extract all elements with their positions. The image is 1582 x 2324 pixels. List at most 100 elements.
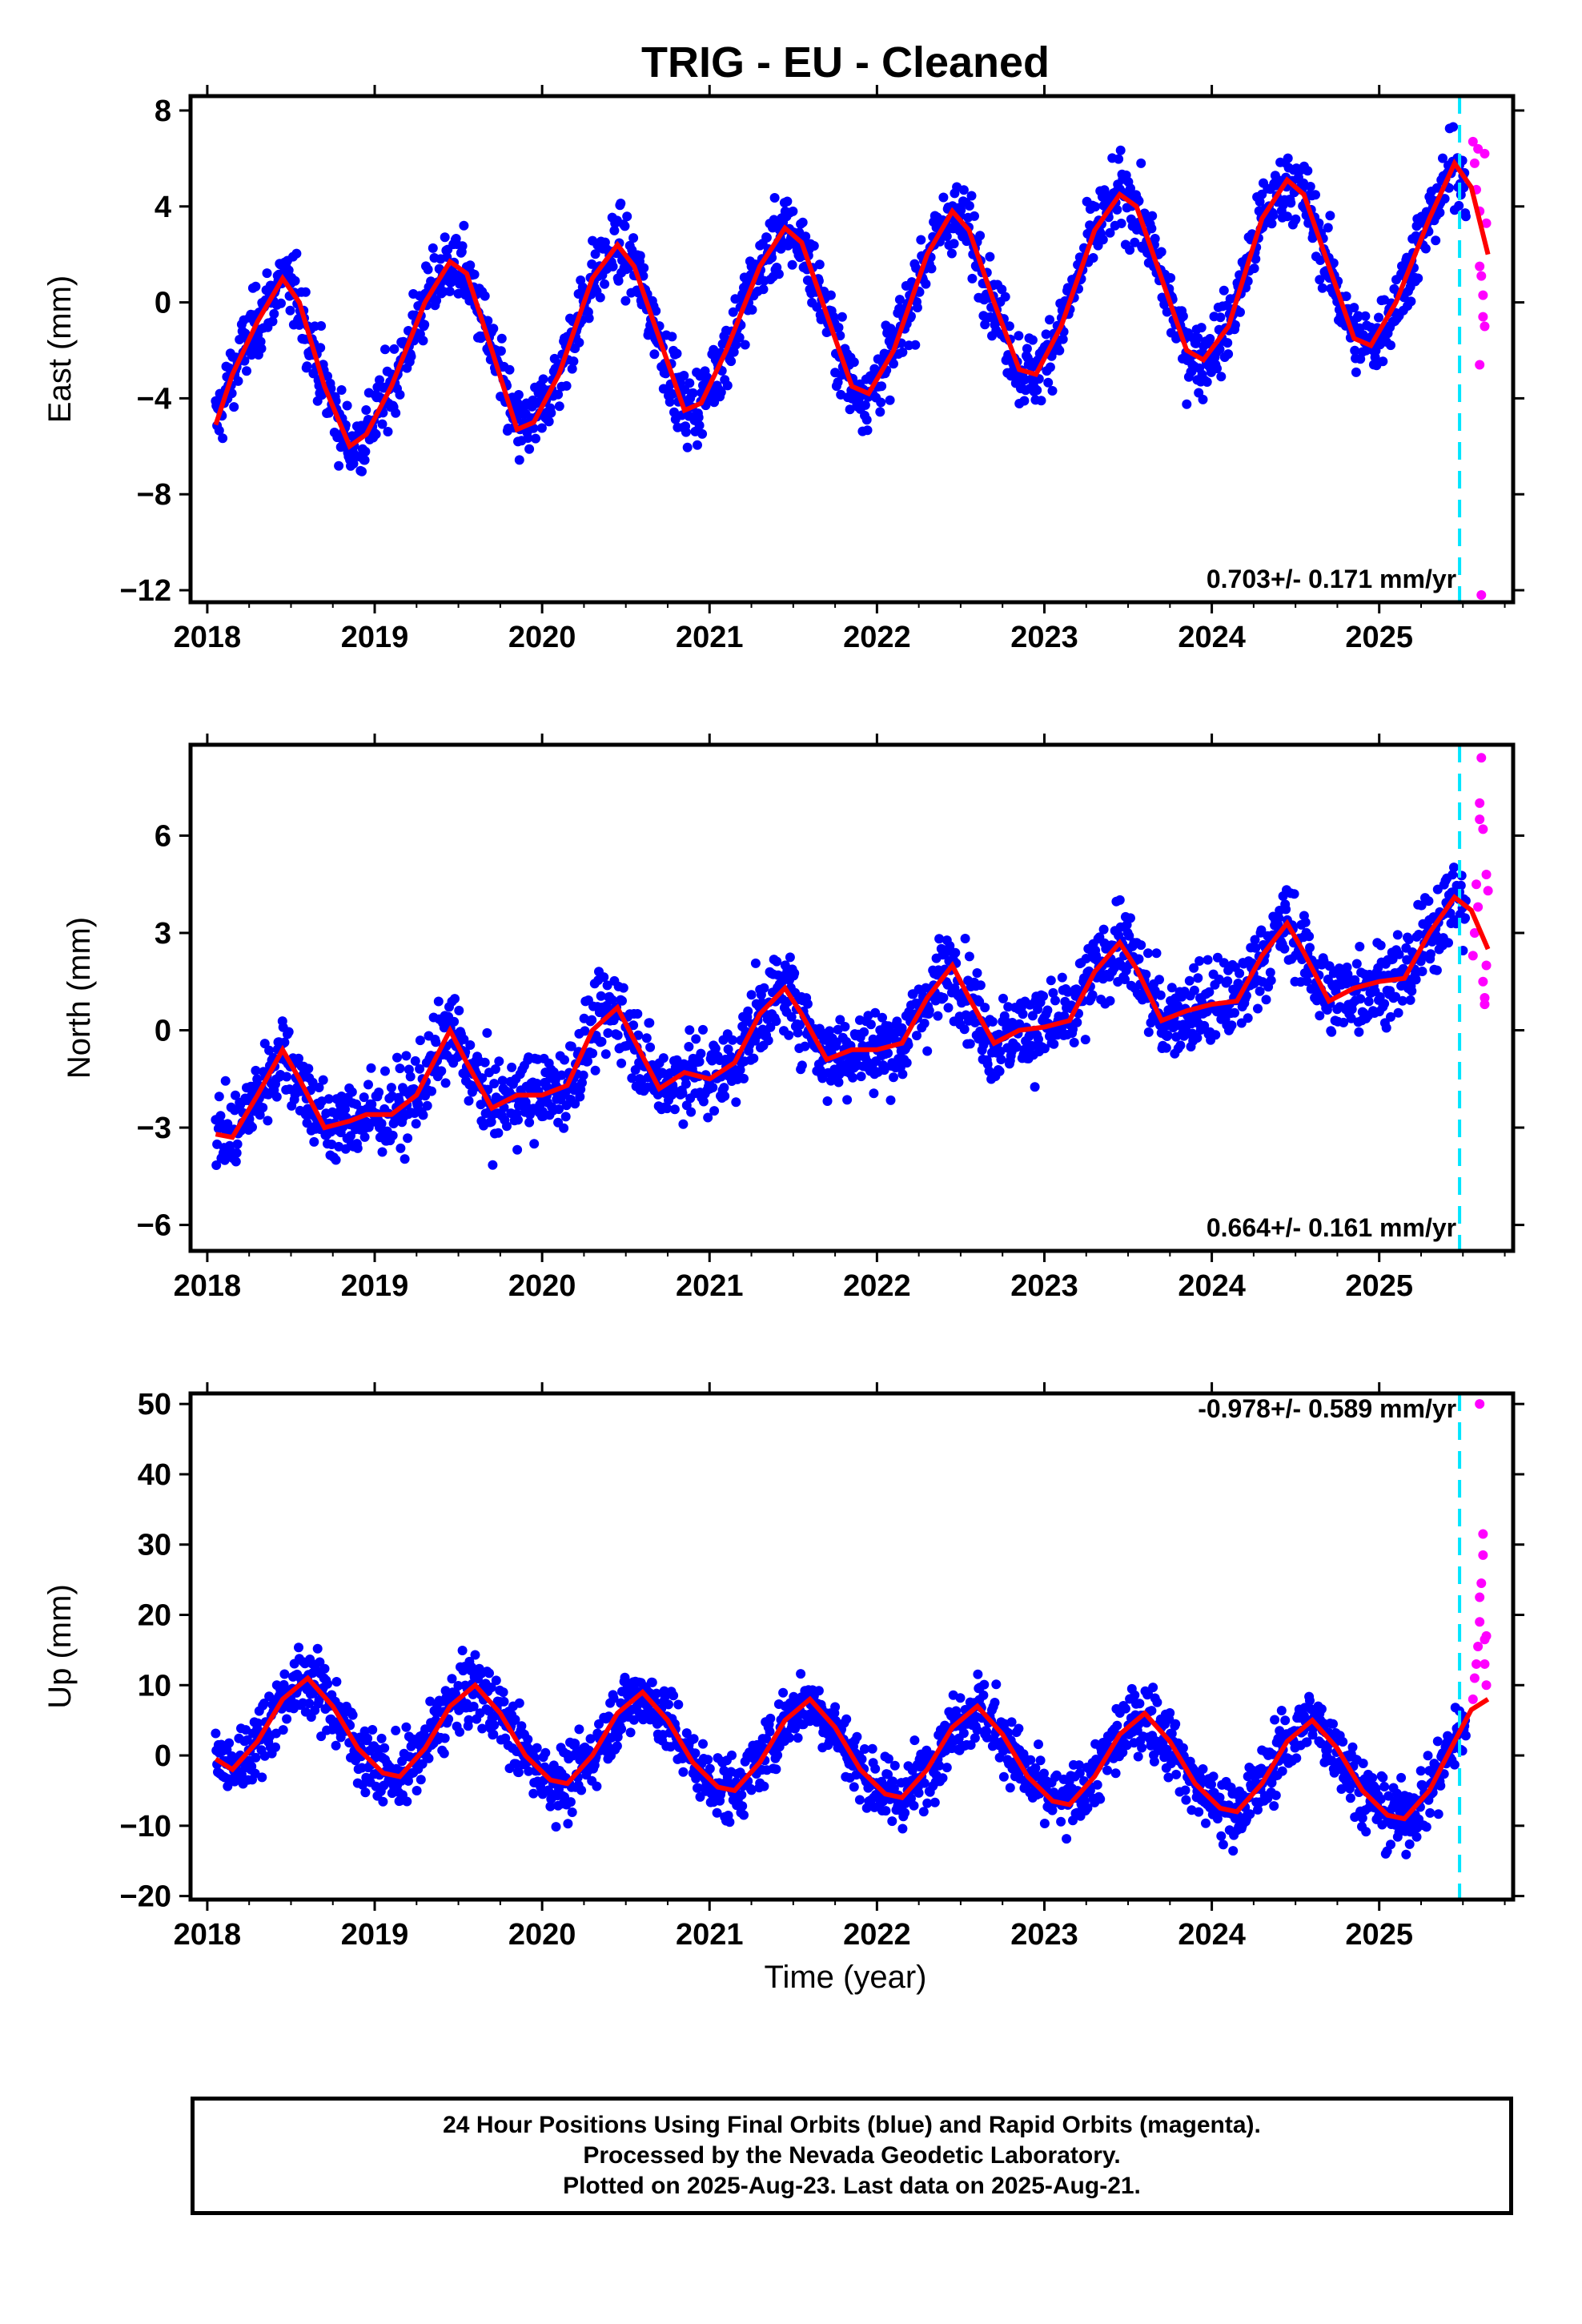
final-orbit-point xyxy=(334,460,344,471)
final-orbit-point xyxy=(1411,975,1421,985)
final-orbit-point xyxy=(679,371,689,380)
final-orbit-point xyxy=(480,1057,490,1068)
final-orbit-point xyxy=(378,1796,388,1807)
y-tick-label: 3 xyxy=(155,917,171,951)
final-orbit-point xyxy=(1305,943,1315,953)
final-orbit-point xyxy=(1136,940,1146,951)
final-orbit-point xyxy=(632,1009,643,1019)
final-orbit-point xyxy=(1223,976,1233,987)
final-orbit-point xyxy=(813,1686,824,1696)
final-orbit-point xyxy=(283,265,294,275)
final-orbit-point xyxy=(1460,211,1471,222)
final-orbit-point xyxy=(612,1030,623,1040)
final-orbit-point xyxy=(956,205,966,215)
final-orbit-point xyxy=(694,1056,705,1067)
final-orbit-point xyxy=(822,1096,833,1106)
final-orbit-point xyxy=(323,1679,332,1689)
final-orbit-point xyxy=(1354,1027,1364,1037)
final-orbit-point xyxy=(258,1103,268,1113)
final-orbit-point xyxy=(1420,243,1431,254)
final-orbit-point xyxy=(1039,1819,1050,1828)
final-orbit-point xyxy=(215,1111,226,1121)
final-orbit-point xyxy=(1300,917,1311,927)
final-orbit-point xyxy=(1448,122,1459,132)
y-tick-label: 6 xyxy=(155,819,171,853)
final-orbit-point xyxy=(979,1679,990,1690)
final-orbit-point xyxy=(978,1690,989,1700)
final-orbit-point xyxy=(1098,924,1109,935)
final-orbit-point xyxy=(1255,196,1265,207)
final-orbit-point xyxy=(464,1096,474,1106)
final-orbit-point xyxy=(514,455,524,465)
final-orbit-point xyxy=(785,952,795,963)
rapid-orbit-point xyxy=(1483,886,1493,896)
final-orbit-point xyxy=(1327,1027,1337,1037)
final-orbit-point xyxy=(538,374,548,384)
final-orbit-point xyxy=(383,427,393,436)
final-orbit-point xyxy=(1182,399,1192,409)
final-orbit-point xyxy=(1323,223,1333,233)
final-orbit-point xyxy=(946,248,957,259)
final-orbit-point xyxy=(942,231,952,242)
x-tick-label: 2019 xyxy=(341,621,409,654)
final-orbit-point xyxy=(859,1027,869,1037)
final-orbit-point xyxy=(759,983,769,993)
final-orbit-point xyxy=(1417,967,1427,976)
final-orbit-point xyxy=(1460,913,1471,923)
final-orbit-point xyxy=(782,196,793,207)
final-orbit-point xyxy=(688,388,698,398)
final-orbit-point xyxy=(972,968,982,978)
north-rapid-points xyxy=(1468,753,1493,1010)
final-orbit-point xyxy=(224,1738,235,1748)
final-orbit-point xyxy=(484,1668,494,1679)
final-orbit-point xyxy=(622,211,632,222)
y-tick-label: −6 xyxy=(137,1209,171,1243)
final-orbit-point xyxy=(363,1733,373,1743)
final-orbit-point xyxy=(396,1143,406,1153)
final-orbit-point xyxy=(930,1797,940,1807)
final-orbit-point xyxy=(641,1033,652,1043)
final-orbit-point xyxy=(1146,223,1157,234)
x-tick-label: 2023 xyxy=(1010,621,1078,654)
final-orbit-point xyxy=(1018,1009,1028,1019)
rapid-orbit-point xyxy=(1475,814,1485,825)
final-orbit-point xyxy=(1279,943,1290,954)
final-orbit-point xyxy=(785,1733,794,1743)
final-orbit-point xyxy=(788,206,798,216)
final-orbit-point xyxy=(391,408,401,418)
final-orbit-point xyxy=(926,263,937,274)
final-orbit-point xyxy=(561,380,572,391)
final-orbit-point xyxy=(588,1048,598,1059)
final-orbit-point xyxy=(910,340,921,350)
final-orbit-point xyxy=(269,308,279,319)
final-orbit-point xyxy=(1423,896,1434,907)
final-orbit-point xyxy=(309,1136,319,1147)
final-orbit-point xyxy=(1266,975,1276,986)
final-orbit-point xyxy=(1147,211,1158,221)
final-orbit-point xyxy=(1098,235,1108,245)
final-orbit-point xyxy=(247,1122,257,1132)
final-orbit-point xyxy=(1014,1723,1024,1734)
final-orbit-point xyxy=(1375,940,1386,951)
final-orbit-point xyxy=(1223,338,1233,348)
final-orbit-point xyxy=(423,264,433,275)
rapid-orbit-point xyxy=(1481,960,1492,971)
final-orbit-point xyxy=(758,284,769,295)
final-orbit-point xyxy=(392,1052,402,1063)
final-orbit-point xyxy=(889,1760,900,1771)
final-orbit-point xyxy=(949,239,959,249)
final-orbit-point xyxy=(862,425,873,436)
final-orbit-point xyxy=(576,1785,587,1795)
final-orbit-point xyxy=(840,1022,850,1031)
x-tick-label: 2018 xyxy=(174,621,242,654)
final-orbit-point xyxy=(428,243,438,253)
rapid-orbit-point xyxy=(1476,753,1487,763)
final-orbit-point xyxy=(459,220,469,231)
final-orbit-point xyxy=(323,371,332,381)
final-orbit-point xyxy=(639,263,649,273)
final-orbit-point xyxy=(1393,1007,1403,1018)
final-orbit-point xyxy=(647,1677,657,1687)
final-orbit-point xyxy=(367,1725,378,1735)
final-orbit-point xyxy=(553,389,564,400)
final-orbit-point xyxy=(214,1092,224,1102)
